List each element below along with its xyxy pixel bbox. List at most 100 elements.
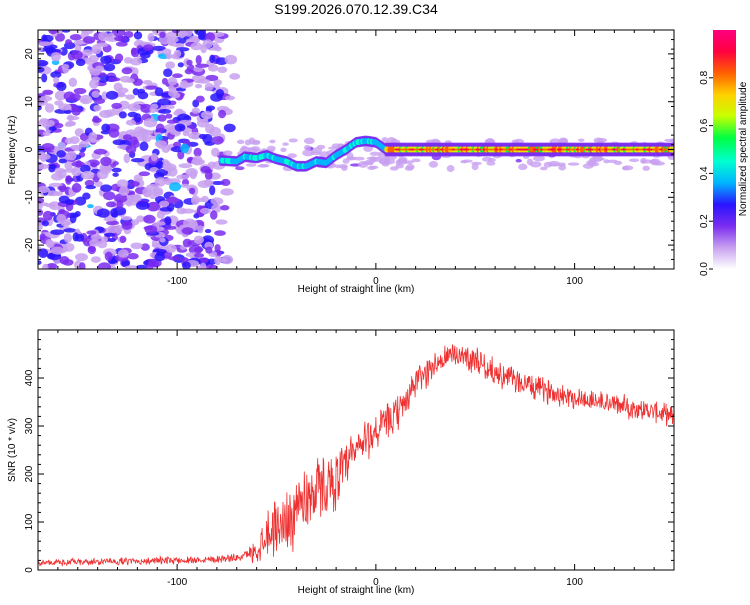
spectrogram-noise-cell [613,160,623,166]
spectrogram-noise-cell [217,66,228,74]
spectrogram-noise-cell [593,157,605,161]
spectrogram-noise-cell [100,130,111,135]
spectrogram-noise-cell [310,151,322,156]
colorbar-tick-label: 0.4 [699,166,710,180]
spectrogram-noise-cell [428,161,439,168]
spectrogram-noise-cell [195,63,210,68]
spectrogram-noise-cell [204,171,213,180]
snr-panel: -100 0 100 0 100 200 300 400 Height of straight… [7,329,675,596]
spectrogram-noise-cell [159,200,170,208]
spectrogram-xtick-label: 0 [373,276,379,287]
spectrogram-noise-cell [125,199,133,207]
spectrogram-noise-cell [111,30,126,37]
spectrogram-noise-cell [130,47,140,58]
spectrogram-noise-cell [111,211,119,218]
spectrogram-noise-cell [471,163,479,171]
spectrogram-noise-cell [127,103,141,112]
spectrogram-noise-cell [204,168,213,174]
spectrogram-noise-cell [125,78,135,83]
spectrogram-noise-cell [65,120,77,127]
spectrogram-noise-cell [287,153,297,159]
spectrogram-noise-cell [208,264,218,269]
spectrogram-noise-cell [38,185,50,194]
spectrogram-noise-cell [184,30,193,37]
chart-title: S199.2026.070.12.39.C34 [274,1,438,17]
spectrogram-noise-cell [582,163,594,169]
spectrogram-noise-cell [163,68,173,77]
spectrogram-noise-cell [94,181,103,188]
spectrogram-noise-cell [280,147,287,152]
spectrogram-noise-cell [107,238,116,243]
spectrogram-noise-cell [526,158,534,166]
spectrogram-noise-cell [61,30,71,33]
spectrogram-noise-cell [176,174,190,180]
spectrogram-noise-cell [176,207,187,215]
spectrogram-noise-cell [603,159,610,164]
spectrogram-noise-cell [166,119,178,124]
spectrogram-noise-cell [38,41,52,47]
spectrogram-noise-cell [42,210,53,221]
spectrogram-noise-cell [224,95,236,101]
spectrogram-noise-cell [70,145,80,150]
spectrogram-noise-cell [567,162,580,166]
spectrogram-noise-cell [199,262,207,269]
spectrogram-noise-cell [211,147,220,157]
spectrogram-noise-cell [187,131,202,140]
spectrogram-noise-cell [188,187,196,195]
spectrogram-noise-cell [82,36,96,44]
spectrogram-noise-cell [197,225,204,234]
spectrogram-noise-cell [168,85,175,91]
spectrogram-noise-cell [80,30,94,35]
spectrogram-noise-cell [45,203,56,208]
spectrogram-noise-cell [104,251,113,262]
spectrogram-noise-cell [93,104,102,112]
spectrogram-noise-cell [103,232,116,237]
spectrogram-noise-cell [75,253,88,262]
spectrogram-noise-cell [121,220,133,230]
spectrogram-noise-cell [125,144,137,154]
spectrogram-noise-cell [93,98,106,104]
spectrogram-noise-cell [195,54,202,65]
spectrogram-noise-cell [54,32,66,42]
spectrogram-noise-cell [96,208,110,218]
spectrogram-noise-cell [193,66,204,73]
spectrogram-noise-cell [481,156,493,162]
spectrogram-noise-cell [111,167,122,173]
spectrogram-noise-cell [112,172,119,177]
spectrogram-noise-cell [142,129,154,136]
spectrogram-noise-cell [154,177,166,187]
snr-xtick-label: 100 [566,577,583,588]
spectrogram-noise-cell [129,136,138,145]
spectrogram-noise-cell [363,145,374,152]
spectrogram-noise-cell [140,243,150,251]
spectrogram-noise-cell [113,82,123,92]
spectrogram-noise-cell [130,242,143,250]
spectrogram-noise-cell [398,159,408,164]
spectrogram-noise-cell [200,111,214,120]
spectrogram-noise-cell [224,54,238,65]
spectrogram-noise-cell [106,220,120,226]
spectrogram-noise-cell [220,205,230,211]
spectrogram-noise-cell [172,30,181,34]
spectrogram-noise-cell [197,78,211,84]
spectrogram-noise-cell [50,229,65,235]
spectrogram-noise-cell [446,165,455,172]
spectrogram-noise-cell [120,215,133,221]
colorbar-gradient [713,30,736,269]
spectrogram-noise-cell [145,85,159,90]
spectrogram-noise-cell [48,182,63,188]
spectrogram-noise-cell [72,232,79,242]
spectrogram-noise-cell [105,201,117,208]
spectrogram-noise-cell [128,180,140,187]
spectrogram-noise-cell [211,135,224,145]
spectrogram-noise-cell [205,74,219,82]
spectrogram-noise-cell [138,171,151,177]
spectrogram-noise-cell [150,153,158,162]
spectrogram-noise-cell [93,148,108,155]
spectrogram-noise-cell [157,114,167,122]
spectrogram-xlabel: Height of straight line (km) [298,284,415,295]
spectrogram-noise-cell [67,114,74,122]
spectrogram-noise-cell [145,263,154,269]
spectrogram-noise-cell [156,168,169,177]
snr-xtick-label: -100 [167,577,187,588]
